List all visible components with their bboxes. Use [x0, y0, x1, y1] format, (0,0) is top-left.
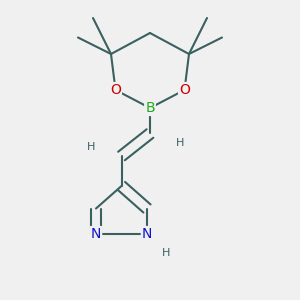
Text: H: H	[162, 248, 171, 258]
Text: O: O	[179, 83, 190, 97]
Text: N: N	[91, 227, 101, 241]
Text: O: O	[110, 83, 121, 97]
Text: H: H	[87, 142, 96, 152]
Text: B: B	[145, 101, 155, 115]
Text: N: N	[142, 227, 152, 241]
Text: H: H	[176, 137, 184, 148]
